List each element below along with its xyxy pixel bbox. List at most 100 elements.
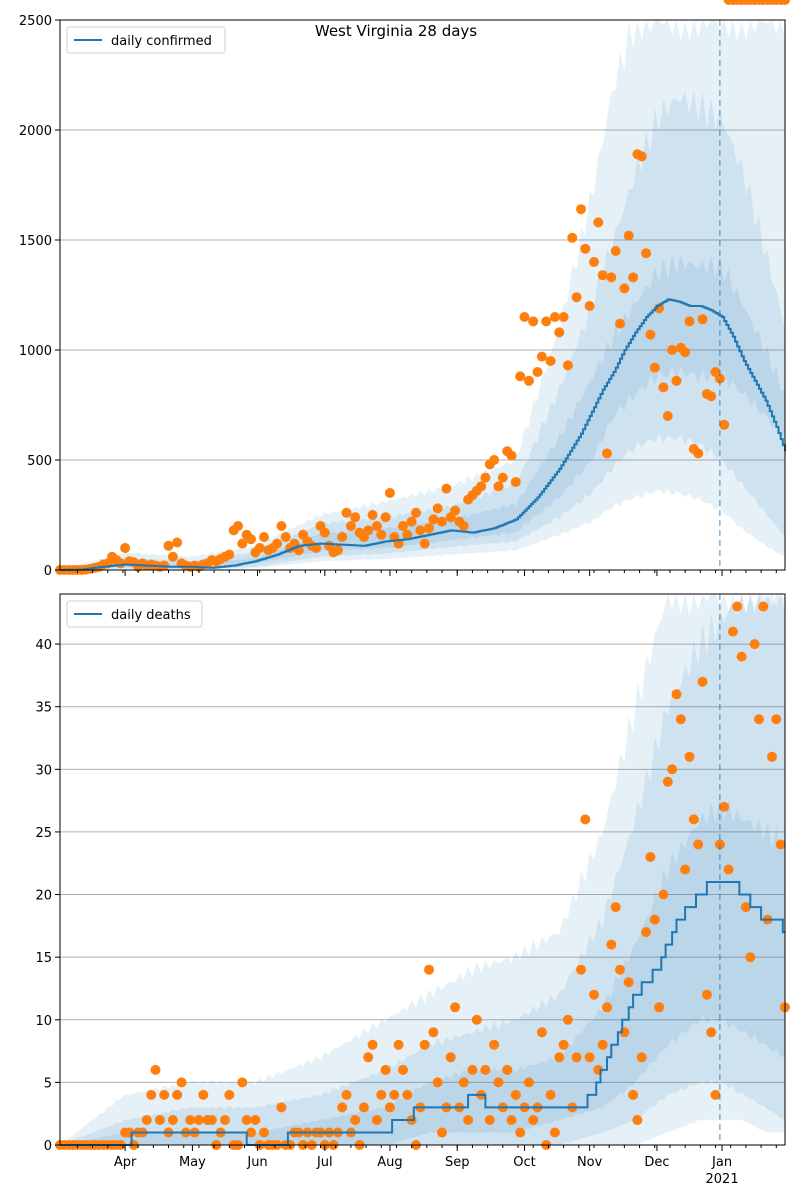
confirmed-point [536, 351, 547, 362]
deaths-point [341, 1089, 352, 1100]
confirmed-point [480, 472, 491, 483]
confirmed-point [428, 514, 439, 525]
confirmed-ytick-label: 500 [27, 454, 52, 469]
confirmed-point [376, 529, 387, 540]
deaths-point [771, 714, 782, 725]
confirmed-point [558, 312, 569, 322]
deaths-legend-label: daily deaths [111, 608, 191, 623]
deaths-point [697, 676, 708, 687]
confirmed-point [667, 345, 678, 355]
confirmed-point [589, 257, 599, 267]
confirmed-point [649, 362, 660, 373]
confirmed-point [332, 545, 343, 556]
deaths-xtick-label: May [179, 1155, 206, 1170]
confirmed-point [437, 516, 447, 527]
deaths-point [701, 989, 712, 1000]
confirmed-point [115, 558, 126, 569]
confirmed-point [636, 151, 647, 162]
deaths-point [727, 626, 738, 637]
deaths-point [489, 1039, 500, 1050]
deaths-band-0 [60, 794, 785, 1145]
deaths-point [172, 1089, 183, 1100]
chart-title: West Virginia 28 days [315, 22, 477, 40]
confirmed-frame [59, 19, 786, 571]
deaths-point [510, 1089, 521, 1100]
confirmed-point [606, 272, 617, 283]
deaths-point [580, 814, 591, 825]
deaths-xtick-year-label: 2021 [706, 1172, 739, 1187]
deaths-point [506, 1115, 517, 1125]
deaths-point [693, 839, 704, 850]
deaths-point [549, 1127, 560, 1138]
deaths-point [688, 814, 699, 825]
deaths-ytick-label: 10 [35, 1014, 52, 1029]
deaths-point [736, 651, 747, 662]
deaths-point [671, 689, 682, 700]
confirmed-point [380, 512, 391, 523]
deaths-point [424, 964, 434, 975]
confirmed-point [163, 540, 174, 551]
confirmed-point [645, 329, 656, 340]
deaths-point [358, 1102, 369, 1113]
deaths-point [775, 839, 786, 850]
deaths-point [606, 939, 617, 950]
confirmed-point [515, 371, 526, 382]
deaths-point [584, 1052, 595, 1063]
confirmed-point [545, 356, 556, 366]
deaths-frame [59, 593, 786, 1146]
deaths-point [176, 1077, 187, 1088]
deaths-ytick-label: 0 [44, 1139, 52, 1154]
deaths-point [480, 1064, 491, 1075]
deaths-xtick-label: Nov [577, 1155, 603, 1170]
deaths-point [754, 714, 764, 725]
deaths-point [597, 1039, 608, 1050]
confirmed-point [580, 243, 591, 254]
deaths-point [250, 1115, 261, 1125]
confirmed-point [693, 448, 704, 459]
deaths-point [458, 1077, 469, 1088]
confirmed-point [272, 538, 283, 549]
confirmed-point [411, 507, 421, 518]
deaths-point [150, 1064, 161, 1075]
deaths-point [432, 1077, 443, 1088]
confirmed-point [562, 360, 573, 371]
deaths-point [636, 1052, 647, 1063]
deaths-point [419, 1039, 430, 1050]
confirmed-point [528, 316, 539, 327]
confirmed-line [60, 298, 786, 571]
deaths-point [523, 1077, 534, 1088]
deaths-point [749, 639, 760, 650]
deaths-point [206, 1115, 217, 1125]
confirmed-point [658, 382, 669, 393]
confirmed-point [254, 543, 265, 553]
deaths-point [528, 1115, 539, 1125]
deaths-ytick-label: 40 [35, 638, 52, 653]
confirmed-point [419, 538, 430, 549]
confirmed-point [641, 248, 652, 259]
confirmed-point [714, 373, 725, 384]
deaths-point [667, 764, 678, 775]
confirmed-panel: 0 500 1000 1500 2000 2500 daily confirmed [19, 0, 790, 579]
deaths-line [60, 881, 785, 1146]
deaths-point [241, 1115, 252, 1125]
confirmed-point [398, 521, 408, 531]
deaths-point [467, 1064, 478, 1075]
deaths-xtick-label: Dec [644, 1155, 669, 1170]
deaths-point [502, 1064, 513, 1075]
confirmed-point [406, 516, 417, 527]
confirmed-point [367, 510, 378, 520]
confirmed-point [489, 455, 500, 465]
deaths-point [758, 601, 769, 612]
confirmed-ytick-label: 2500 [19, 14, 52, 29]
confirmed-ytick-label: 2000 [19, 124, 52, 139]
deaths-point [159, 1089, 170, 1100]
confirmed-point [549, 312, 560, 322]
deaths-ytick-label: 35 [35, 701, 52, 716]
deaths-point [146, 1089, 157, 1100]
deaths-point [398, 1064, 408, 1075]
deaths-xtick-label: Jun [246, 1155, 267, 1170]
deaths-point [384, 1102, 395, 1113]
deaths-point [576, 964, 586, 975]
confirmed-legend: daily confirmed [66, 26, 226, 54]
deaths-point [237, 1077, 248, 1088]
